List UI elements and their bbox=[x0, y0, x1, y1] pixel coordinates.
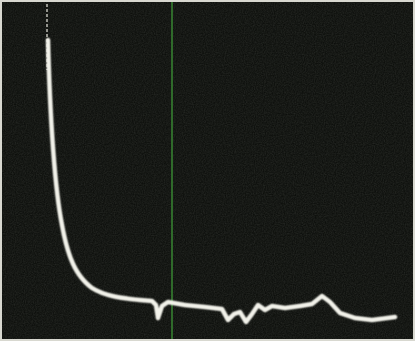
signal-trace bbox=[45, 37, 398, 325]
